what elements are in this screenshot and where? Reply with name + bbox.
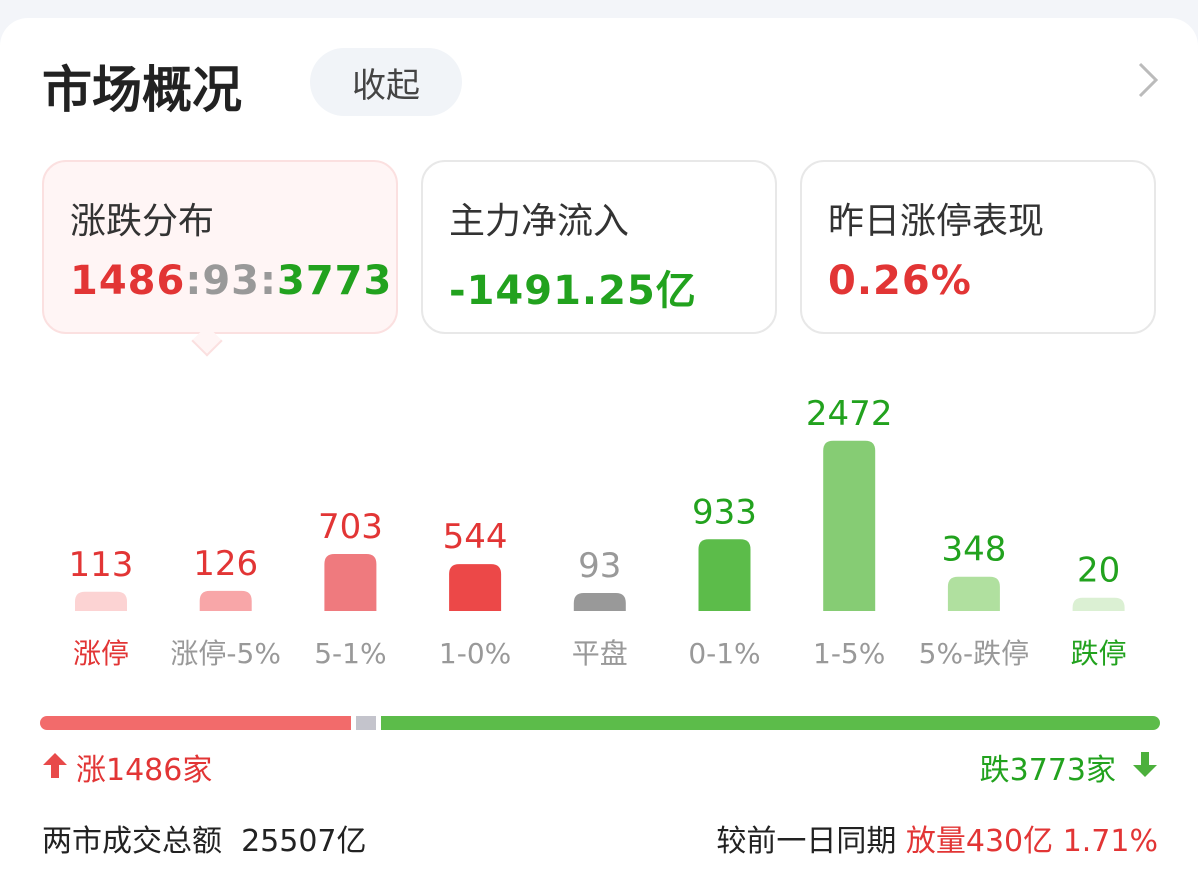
flat-segment bbox=[355, 716, 376, 730]
arrow-up-icon bbox=[43, 753, 67, 778]
value-label: 544 bbox=[443, 517, 508, 557]
chevron-right-icon[interactable] bbox=[1134, 60, 1162, 100]
down-count: 3773 bbox=[277, 258, 393, 304]
down-total-text: 跌3773家 bbox=[979, 753, 1116, 788]
up-segment bbox=[40, 716, 351, 730]
category-label: 0-1% bbox=[688, 637, 760, 670]
arrow-down-icon bbox=[1133, 752, 1157, 777]
value-label: 113 bbox=[69, 545, 134, 585]
bar-1 bbox=[199, 590, 252, 611]
category-label: 5-1% bbox=[314, 637, 386, 670]
bar-6 bbox=[823, 440, 876, 611]
value-label: 126 bbox=[193, 544, 258, 584]
category-label: 涨停-5% bbox=[170, 637, 281, 670]
bar-3 bbox=[449, 564, 502, 611]
bar-7 bbox=[947, 576, 1000, 611]
category-label: 1-0% bbox=[439, 637, 511, 670]
category-label: 跌停 bbox=[1071, 637, 1127, 670]
category-label: 平盘 bbox=[572, 637, 628, 670]
down-segment bbox=[380, 716, 1160, 730]
turnover-label: 两市成交总额 bbox=[42, 824, 222, 859]
collapse-button[interactable]: 收起 bbox=[310, 48, 462, 116]
value-label: 703 bbox=[318, 507, 383, 547]
bar-4 bbox=[573, 593, 626, 611]
card-label: 涨跌分布 bbox=[70, 201, 215, 242]
value-label: 348 bbox=[941, 530, 1006, 570]
value-label: 933 bbox=[692, 492, 757, 532]
bar-5 bbox=[698, 539, 751, 611]
flat-count: 93 bbox=[202, 258, 260, 304]
bar-8 bbox=[1072, 597, 1125, 611]
card-rise-fall-distribution[interactable]: 涨跌分布 1486:93:3773 bbox=[42, 160, 398, 334]
net-inflow-value: -1491.25亿 bbox=[449, 268, 697, 314]
separator: : bbox=[185, 258, 203, 304]
card-main-net-inflow[interactable]: 主力净流入 -1491.25亿 bbox=[421, 160, 777, 334]
value-label: 93 bbox=[578, 546, 621, 586]
value-label: 20 bbox=[1077, 551, 1120, 591]
card-label: 主力净流入 bbox=[449, 201, 630, 242]
distribution-bar-chart: 113 涨停 126 涨停-5% 703 5-1% 544 1-0% 93 平盘 933 0-1% 24… bbox=[69, 394, 1127, 670]
turnover-value: 25507亿 bbox=[241, 824, 367, 859]
category-label: 5%-跌停 bbox=[919, 637, 1030, 670]
bar-0 bbox=[75, 591, 127, 611]
compare-change: 放量430亿 bbox=[905, 824, 1054, 859]
compare-pct: 1.71% bbox=[1062, 824, 1158, 859]
category-label: 涨停 bbox=[73, 637, 129, 670]
card-yesterday-limit-up[interactable]: 昨日涨停表现 0.26% bbox=[800, 160, 1156, 334]
compare-label: 较前一日同期 bbox=[716, 824, 897, 859]
value-label: 2472 bbox=[806, 394, 893, 434]
up-count: 1486 bbox=[70, 258, 186, 304]
bar-2 bbox=[324, 554, 377, 611]
category-label: 1-5% bbox=[813, 637, 885, 670]
turnover-row: 两市成交总额 25507亿 bbox=[42, 816, 367, 860]
page-title: 市场概况 bbox=[42, 61, 242, 119]
up-total-text: 涨1486家 bbox=[76, 753, 213, 788]
card-label: 昨日涨停表现 bbox=[828, 201, 1045, 242]
separator: : bbox=[260, 258, 277, 304]
compare-row: 较前一日同期 放量430亿 1.71% bbox=[716, 816, 1158, 860]
limit-up-performance-value: 0.26% bbox=[828, 258, 972, 304]
